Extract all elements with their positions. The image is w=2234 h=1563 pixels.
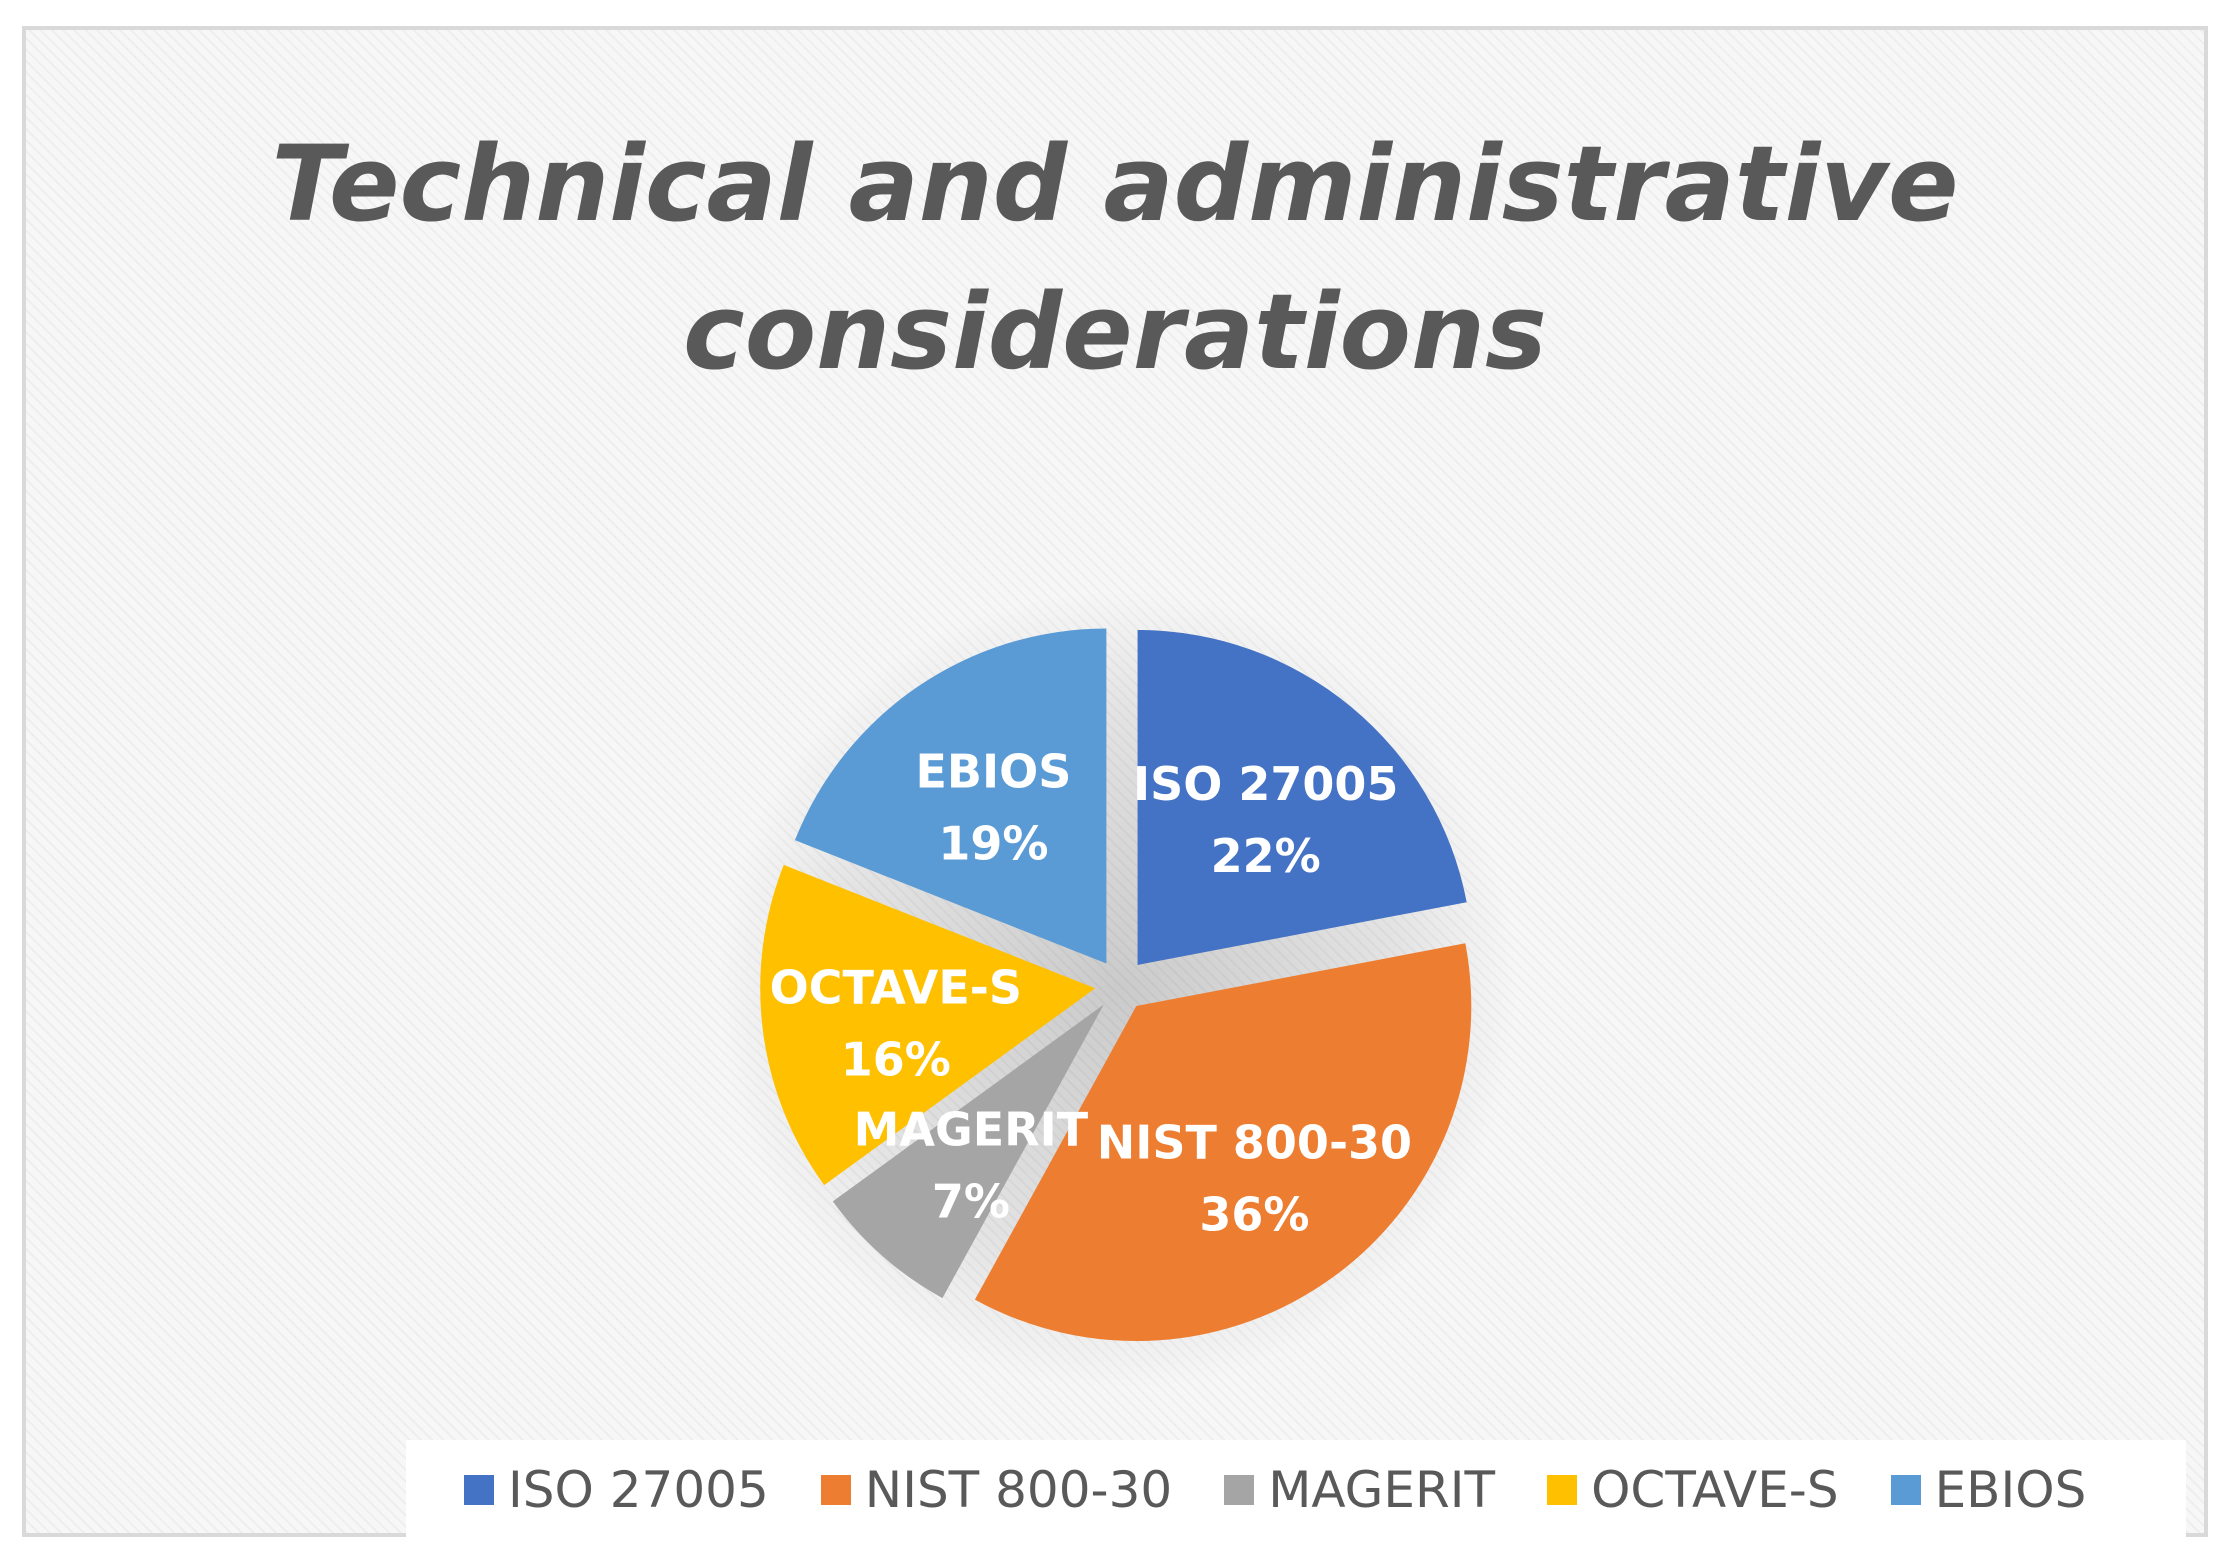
legend: ISO 27005 NIST 800-30 MAGERIT OCTAVE-S EBIOS <box>406 1440 2186 1540</box>
chart-area: Technical and administrative considerati… <box>22 26 2208 1540</box>
chart-title-line-2: considerations <box>683 271 1547 393</box>
data-label-value-octave-s: 16% <box>841 1032 951 1086</box>
legend-label: EBIOS <box>1934 1461 2087 1519</box>
legend-item-magerit: MAGERIT <box>1224 1461 1495 1519</box>
data-label-category-octave-s: OCTAVE-S <box>770 960 1022 1014</box>
data-label-category-magerit: MAGERIT <box>854 1102 1089 1156</box>
data-label-value-nist-800-30: 36% <box>1199 1188 1309 1242</box>
legend-label: NIST 800-30 <box>864 1461 1173 1519</box>
data-label-value-ebios: 19% <box>938 816 1048 870</box>
pie-labels: ISO 27005 22% NIST 800-30 36% MAGERIT 7% OCTAV… <box>770 744 1412 1241</box>
pie-slice-nist-800-30 <box>974 943 1472 1342</box>
legend-item-octave-s: OCTAVE-S <box>1547 1461 1839 1519</box>
legend-label: ISO 27005 <box>508 1461 769 1519</box>
legend-items: ISO 27005 NIST 800-30 MAGERIT OCTAVE-S EBIOS <box>464 1440 2086 1540</box>
pie-slices <box>760 628 1472 1342</box>
legend-swatch <box>1547 1475 1578 1505</box>
pie-slice-magerit <box>832 1004 1104 1299</box>
chart-title-line-1: Technical and administrative <box>271 123 1959 245</box>
legend-item-ebios: EBIOS <box>1890 1461 2087 1519</box>
data-label-category-iso-27005: ISO 27005 <box>1133 757 1398 811</box>
data-label-category-ebios: EBIOS <box>915 744 1071 798</box>
legend-swatch <box>1224 1475 1255 1505</box>
pie-slice-octave-s <box>760 864 1096 1186</box>
legend-swatch <box>820 1475 851 1505</box>
legend-label: MAGERIT <box>1268 1461 1496 1519</box>
legend-label: OCTAVE-S <box>1591 1461 1839 1519</box>
legend-swatch <box>1890 1475 1921 1505</box>
data-label-value-magerit: 7% <box>932 1174 1010 1228</box>
legend-item-nist-800-30: NIST 800-30 <box>820 1461 1173 1519</box>
data-label-category-nist-800-30: NIST 800-30 <box>1097 1116 1412 1170</box>
pie-slice-iso-27005 <box>1137 629 1467 965</box>
legend-item-iso-27005: ISO 27005 <box>464 1461 769 1519</box>
legend-swatch <box>464 1475 494 1505</box>
chart-title: Technical and administrative considerati… <box>26 110 2204 406</box>
data-label-value-iso-27005: 22% <box>1211 829 1321 883</box>
pie-chart: ISO 27005 22% NIST 800-30 36% MAGERIT 7% OCTAV… <box>718 590 1518 1390</box>
pie-slice-ebios <box>794 628 1107 964</box>
